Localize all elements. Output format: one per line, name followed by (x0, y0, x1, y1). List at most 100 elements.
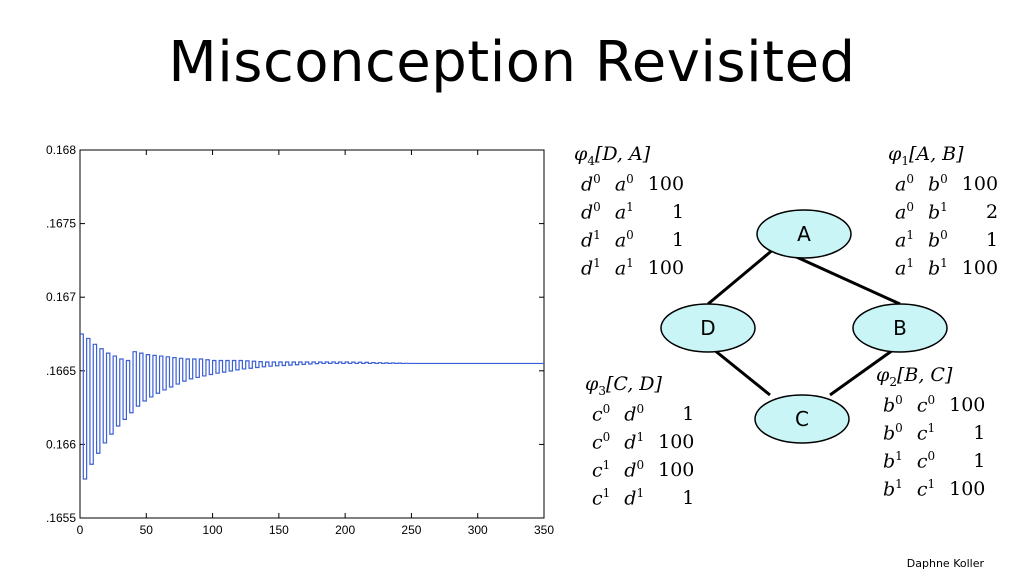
factor-row: b0 c1 1 (876, 419, 992, 447)
assignment-var2: a1 (614, 200, 634, 224)
assignment-var2: d1 (624, 430, 645, 454)
factor-value: 100 (961, 172, 999, 195)
assignment-var2: d0 (624, 458, 645, 482)
factor-value: 100 (949, 393, 986, 416)
node-d: D (660, 303, 756, 353)
node-a: A (756, 209, 852, 259)
assignment-var1: d0 (581, 172, 601, 196)
factor-table: a0 b0 100 a0 b1 2 a1 b0 1 a1 b1 100 (888, 170, 1005, 282)
factor-phi3-table: φ3[C, D] c0 d0 1 c0 d1 100 c1 d0 100 c1 d1 1 (585, 373, 701, 512)
factor-table: c0 d0 1 c0 d1 100 c1 d0 100 c1 d1 1 (585, 400, 701, 512)
assignment-var2: b1 (927, 256, 948, 280)
factor-row: d1 a0 1 (574, 226, 691, 254)
factor-value: 1 (985, 228, 999, 251)
node-b: B (852, 303, 948, 353)
factor-table: b0 c0 100 b0 c1 1 b1 c0 1 b1 c1 100 (876, 391, 992, 503)
convergence-plot: 0 50 100 150 200 250 300 350 .1655 0.166 .1665 0.16… (46, 143, 554, 537)
factor-value: 100 (658, 430, 695, 453)
assignment-var2: c0 (916, 449, 936, 473)
series-line (80, 333, 544, 480)
factor-phi1-table: φ1[A, B] a0 b0 100 a0 b1 2 a1 b0 1 a1 b1 100 (888, 143, 1005, 282)
assignment-var1: c0 (592, 402, 611, 426)
y-tick-label: .1655 (46, 511, 76, 525)
x-tick-label: 50 (140, 523, 154, 537)
assignment-var2: d1 (624, 486, 645, 510)
assignment-var2: d0 (624, 402, 645, 426)
factor-value: 1 (682, 402, 695, 425)
assignment-var1: b1 (883, 477, 903, 501)
assignment-var2: a1 (614, 256, 634, 280)
slide-title: Misconception Revisited (168, 30, 856, 95)
assignment-var1: c1 (592, 486, 611, 510)
assignment-var1: c0 (592, 430, 611, 454)
x-tick-label: 0 (77, 523, 84, 537)
factor-name: φ4[D, A] (574, 143, 651, 168)
factor-value: 1 (973, 421, 986, 444)
factor-row: a0 b0 100 (888, 170, 1005, 198)
factor-value: 1 (671, 228, 685, 251)
edge-c-d (707, 343, 771, 397)
factor-row: c1 d0 100 (585, 456, 701, 484)
y-tick-label: 0.166 (46, 437, 76, 451)
svg-text:B: B (893, 316, 907, 340)
assignment-var1: b1 (883, 449, 903, 473)
assignment-var2: a0 (614, 228, 634, 252)
factor-row: c1 d1 1 (585, 484, 701, 512)
factor-value: 2 (985, 200, 999, 223)
node-c: C (754, 394, 850, 444)
x-tick-label: 100 (203, 523, 223, 537)
markov-network-diagram: A B C D (660, 209, 948, 444)
plot-ticks: 0 50 100 150 200 250 300 350 .1655 0.166 .1665 0.16… (46, 143, 554, 537)
svg-text:A: A (797, 222, 811, 246)
assignment-var2: c1 (916, 421, 936, 445)
factor-name: φ1[A, B] (888, 143, 964, 168)
author-credit: Daphne Koller (906, 557, 984, 570)
assignment-var1: a1 (895, 228, 914, 252)
factor-phi2-table: φ2[B, C] b0 c0 100 b0 c1 1 b1 c0 1 b1 c1 100 (876, 364, 992, 503)
assignment-var1: b0 (883, 421, 903, 445)
factor-row: a0 b1 2 (888, 198, 1005, 226)
factor-row: d0 a1 1 (574, 198, 691, 226)
factor-value: 1 (671, 200, 685, 223)
svg-text:C: C (795, 407, 809, 431)
factor-table: d0 a0 100 d0 a1 1 d1 a0 1 d1 a1 100 (574, 170, 691, 282)
x-tick-label: 250 (401, 523, 421, 537)
svg-text:D: D (700, 316, 715, 340)
factor-value: 100 (961, 256, 999, 279)
assignment-var2: b1 (927, 200, 948, 224)
x-tick-label: 150 (269, 523, 289, 537)
x-tick-label: 350 (534, 523, 554, 537)
assignment-var2: b0 (927, 172, 948, 196)
assignment-var2: a0 (614, 172, 634, 196)
edge-d-a (707, 246, 776, 306)
x-tick-label: 300 (468, 523, 488, 537)
assignment-var2: c1 (916, 477, 936, 501)
factor-name: φ3[C, D] (585, 373, 662, 398)
factor-row: a1 b0 1 (888, 226, 1005, 254)
assignment-var1: b0 (883, 393, 903, 417)
factor-name: φ2[B, C] (876, 364, 953, 389)
assignment-var1: d0 (581, 200, 601, 224)
factor-value: 100 (647, 172, 685, 195)
x-tick-label: 200 (335, 523, 355, 537)
assignment-var1: d1 (581, 256, 601, 280)
y-tick-label: .1675 (46, 217, 76, 231)
factor-value: 100 (647, 256, 685, 279)
y-tick-label: 0.168 (46, 143, 76, 157)
factor-value: 100 (949, 477, 986, 500)
assignment-var1: c1 (592, 458, 611, 482)
y-tick-label: 0.167 (46, 290, 76, 304)
assignment-var1: a0 (895, 200, 914, 224)
factor-value: 1 (682, 486, 695, 509)
factor-row: d0 a0 100 (574, 170, 691, 198)
factor-row: c0 d0 1 (585, 400, 701, 428)
assignment-var1: a0 (895, 172, 914, 196)
y-tick-label: .1665 (46, 364, 76, 378)
factor-value: 100 (658, 458, 695, 481)
assignment-var1: d1 (581, 228, 601, 252)
factor-row: b1 c0 1 (876, 447, 992, 475)
factor-value: 1 (973, 449, 986, 472)
assignment-var2: b0 (927, 228, 948, 252)
edge-b-c (829, 343, 901, 397)
plot-frame (79, 149, 545, 519)
